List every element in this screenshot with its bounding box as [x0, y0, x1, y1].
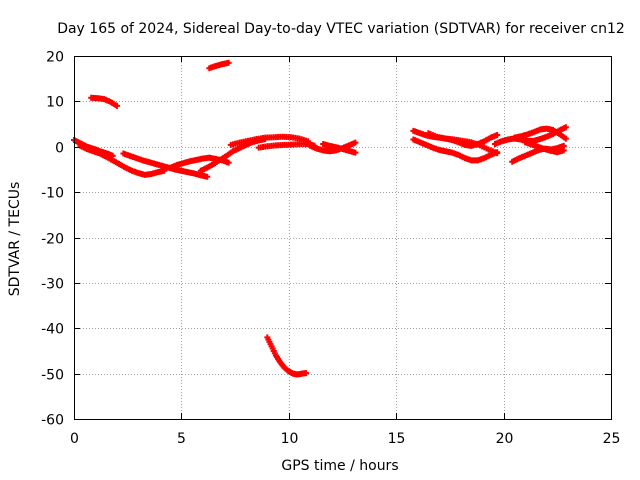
x-tick-label: 5	[177, 431, 186, 447]
y-axis-ticks: -60 -50 -40 -30 -20 -10 0 10 20	[41, 50, 611, 429]
y-tick-label: -50	[41, 368, 64, 384]
data-point	[352, 139, 359, 146]
data-point	[494, 150, 501, 157]
y-tick-label: -60	[41, 413, 64, 429]
x-tick-label: 10	[281, 431, 299, 447]
x-tick-label: 20	[496, 431, 514, 447]
series-arc-j	[88, 94, 120, 109]
data-point	[225, 59, 232, 66]
y-tick-label: 0	[55, 141, 64, 157]
data-points	[71, 59, 569, 378]
y-tick-label: -10	[41, 186, 64, 202]
data-point	[302, 370, 309, 377]
x-tick-label: 25	[603, 431, 621, 447]
x-axis-ticks: 0 5 10 15 20 25	[70, 56, 620, 447]
y-tick-label: -40	[41, 322, 64, 338]
grid	[74, 56, 611, 419]
y-tick-label: -20	[41, 232, 64, 248]
series-arc-l	[264, 334, 309, 378]
x-tick-label: 15	[388, 431, 406, 447]
data-point	[494, 131, 501, 138]
data-point	[352, 149, 359, 156]
data-point	[560, 147, 567, 154]
series-arc-i	[320, 141, 359, 156]
series-arc-c	[120, 150, 211, 180]
x-tick-label: 0	[70, 431, 79, 447]
series-arc-k	[206, 59, 232, 72]
data-point	[225, 159, 232, 166]
series-arc-n	[410, 136, 501, 164]
y-axis-label: SDTVAR / TECUs	[7, 182, 23, 297]
y-tick-label: -30	[41, 277, 64, 293]
data-point	[562, 135, 569, 142]
series-arc-f	[227, 133, 312, 148]
y-tick-label: 20	[46, 50, 64, 66]
series-arc-o	[425, 130, 501, 157]
series-arc-s	[522, 139, 567, 156]
series-arc-r	[511, 125, 569, 142]
data-point	[204, 173, 211, 180]
x-axis-label: GPS time / hours	[281, 458, 398, 474]
y-tick-label: 10	[46, 95, 64, 111]
data-point	[562, 124, 569, 131]
series-arc-b	[77, 142, 168, 178]
data-point	[113, 102, 120, 109]
chart-title: Day 165 of 2024, Sidereal Day-to-day VTE…	[57, 21, 625, 37]
